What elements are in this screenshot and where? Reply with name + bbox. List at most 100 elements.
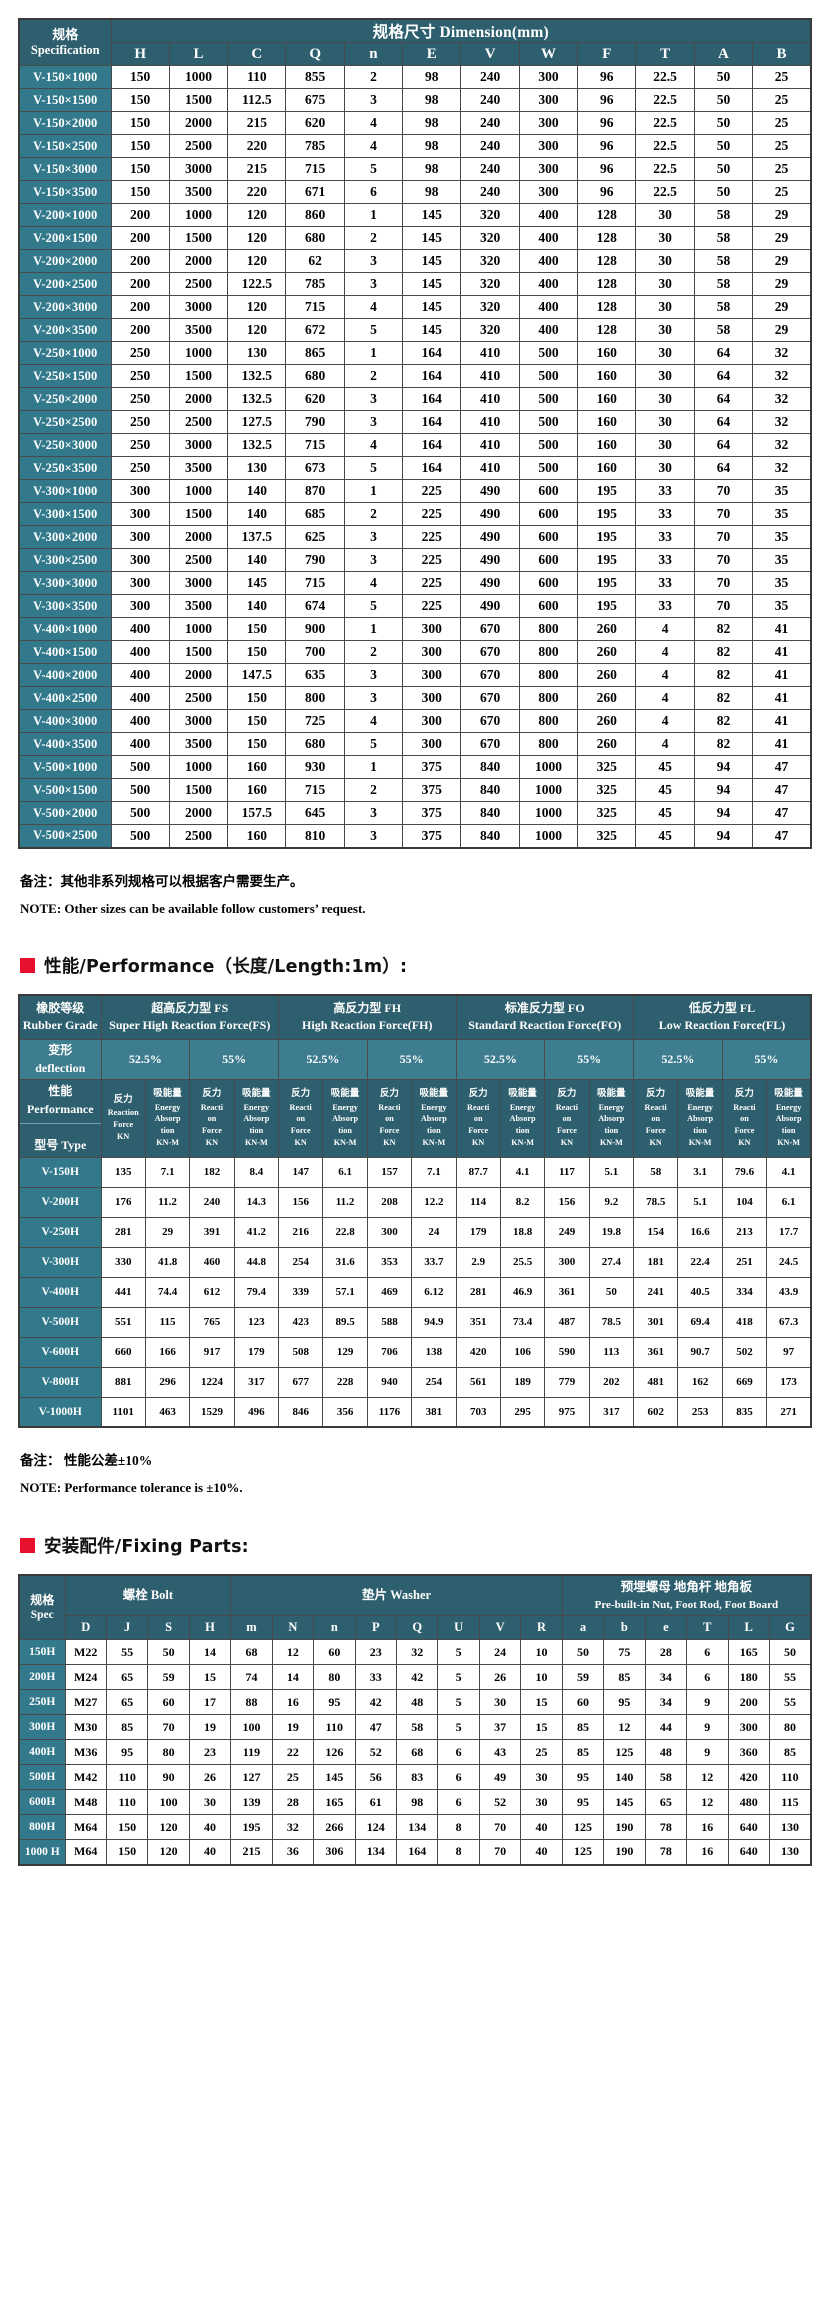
table-row: V-400×3500 400 3500 150 680 5 300 670 800 260 4 82 4… <box>18 732 812 756</box>
table-row: V-250×1000 250 1000 130 865 1 164 410 500 160 30 64… <box>18 341 812 365</box>
cell-V: 70 <box>478 1814 522 1841</box>
cell-A: 50 <box>693 157 754 181</box>
cell-T: 33 <box>635 502 695 526</box>
unit-line-1: Energy <box>332 1102 358 1112</box>
cell-Q: 715 <box>285 295 345 319</box>
performance-value-10: 4.1 <box>499 1156 546 1188</box>
cell-W: 600 <box>518 571 579 595</box>
cell-E: 164 <box>402 433 462 457</box>
cell-E: 145 <box>402 318 462 342</box>
unit-line-2: on <box>207 1114 217 1124</box>
cell-m: 100 <box>230 1714 273 1741</box>
cell-Q: 855 <box>285 65 345 89</box>
cell-N: 28 <box>271 1789 315 1816</box>
fixing-col-N: N <box>271 1615 315 1641</box>
table-row: V-300×1000 300 1000 140 870 1 225 490 600 195 33 70… <box>18 479 812 503</box>
cell-B: 35 <box>752 548 812 572</box>
table-row: V-250×2000 250 2000 132.5 620 3 164 410 500 160 30… <box>18 387 812 411</box>
unit-line-4: KN <box>205 1137 219 1147</box>
unit-cn: 反力 <box>468 1089 488 1100</box>
dimension-col-F: F <box>577 42 637 66</box>
cell-A: 58 <box>693 295 754 319</box>
performance-value-2: 41.8 <box>144 1246 191 1278</box>
cell-U: 6 <box>437 1789 480 1816</box>
performance-value-11: 300 <box>544 1246 590 1278</box>
unit-cn: 吸能量 <box>419 1089 449 1100</box>
performance-value-9: 420 <box>455 1336 501 1368</box>
performance-value-3: 765 <box>189 1306 235 1338</box>
cell-B: 25 <box>752 111 812 135</box>
cell-W: 400 <box>518 203 579 227</box>
row-spec-label: 800H <box>18 1814 66 1841</box>
fixing-col-D: D <box>64 1615 107 1641</box>
cell-b: 190 <box>603 1839 646 1866</box>
cell-H: 500 <box>110 824 170 848</box>
cell-H: 150 <box>110 180 170 204</box>
dimension-notes: 备注：其他非系列规格可以根据客户需要生产。 NOTE: Other sizes … <box>18 871 812 920</box>
cell-D: M24 <box>64 1664 107 1691</box>
cell-n: 3 <box>343 824 404 848</box>
cell-T: 30 <box>635 341 695 365</box>
performance-value-13: 58 <box>632 1156 679 1188</box>
fixing-group-1: 螺栓 Bolt <box>64 1574 232 1617</box>
unit-cn: 吸能量 <box>330 1089 360 1100</box>
cell-C: 122.5 <box>227 272 287 296</box>
cell-H: 300 <box>110 479 170 503</box>
cell-B: 29 <box>752 249 812 273</box>
dimension-col-Q: Q <box>285 42 345 66</box>
unit-energy-absorption-2: 吸能量 Energy Absorp tion KN-M <box>233 1078 280 1158</box>
row-spec-label: V-200×1000 <box>18 203 112 227</box>
performance-value-10: 106 <box>499 1336 546 1368</box>
cell-A: 50 <box>693 88 754 112</box>
performance-value-8: 6.12 <box>411 1276 457 1308</box>
performance-value-8: 94.9 <box>411 1306 457 1338</box>
cell-Q: 620 <box>285 111 345 135</box>
performance-value-8: 381 <box>411 1396 457 1428</box>
cell-B: 35 <box>752 594 812 618</box>
table-row: V-250×1500 250 1500 132.5 680 2 164 410 500 160 30… <box>18 364 812 388</box>
cell-D: M48 <box>64 1789 107 1816</box>
performance-value-7: 706 <box>366 1336 413 1368</box>
performance-value-7: 940 <box>366 1366 413 1398</box>
cell-Q: 725 <box>285 709 345 733</box>
performance-value-8: 12.2 <box>411 1186 457 1218</box>
cell-Q: 790 <box>285 410 345 434</box>
cell-F: 260 <box>577 617 637 641</box>
cell-T: 22.5 <box>635 88 695 112</box>
table-row: 200H M24 65 59 15 74 14 80 33 42 5 26 10 59 85 34 6 180 55 <box>18 1664 812 1691</box>
cell-W: 1000 <box>518 801 579 825</box>
cell-J: 110 <box>105 1764 149 1791</box>
cell-U: 6 <box>437 1764 480 1791</box>
fixing-group-label: 垫片 Washer <box>361 1588 432 1603</box>
performance-value-14: 16.6 <box>677 1216 723 1248</box>
cell-n: 4 <box>343 709 404 733</box>
unit-line-4: KN <box>294 1137 307 1147</box>
table-row: V-200H 176 11.2 240 14.3 156 11.2 208 12.2 114 8.2… <box>18 1186 812 1218</box>
cell-V: 240 <box>460 65 520 89</box>
unit-cn: 吸能量 <box>242 1089 271 1100</box>
performance-value-2: 29 <box>144 1216 191 1248</box>
cell-L: 1000 <box>168 617 229 641</box>
cell-L: 420 <box>727 1764 770 1791</box>
performance-value-15: 104 <box>721 1186 768 1218</box>
performance-value-5: 677 <box>277 1366 324 1398</box>
cell-Q: 860 <box>285 203 345 227</box>
cell-S: 90 <box>147 1764 190 1791</box>
unit-line-3: tion <box>160 1125 175 1135</box>
cell-F: 325 <box>577 801 637 825</box>
cell-L: 300 <box>727 1714 770 1741</box>
row-spec-label: 600H <box>18 1789 66 1816</box>
cell-F: 325 <box>577 755 637 779</box>
performance-value-5: 423 <box>277 1306 324 1338</box>
cell-B: 41 <box>752 686 812 710</box>
cell-b: 145 <box>603 1789 646 1816</box>
cell-Q: 870 <box>285 479 345 503</box>
cell-L: 1000 <box>168 203 229 227</box>
cell-L: 3500 <box>168 180 229 204</box>
cell-V: 240 <box>460 157 520 181</box>
cell-V: 490 <box>460 548 520 572</box>
cell-n: 3 <box>343 525 404 549</box>
table-row: 150H M22 55 50 14 68 12 60 23 32 5 24 10 50 75 28 6 165 50 <box>18 1639 812 1666</box>
cell-W: 500 <box>518 364 579 388</box>
cell-U: 5 <box>437 1689 480 1716</box>
